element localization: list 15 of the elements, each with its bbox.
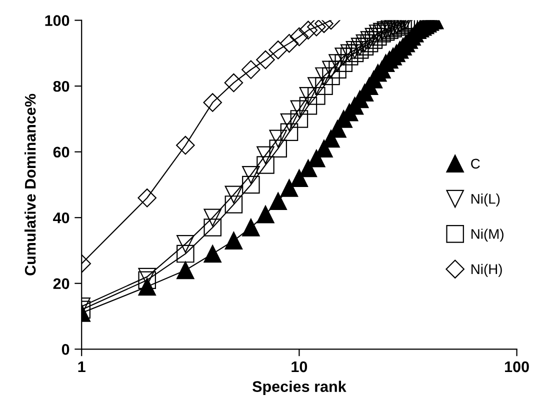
legend-label: Ni(M) [472, 228, 504, 242]
x-tick-label: 1 [78, 362, 86, 372]
legend-label: Ni(H) [472, 264, 502, 277]
y-tick-label: 60 [53, 146, 70, 158]
x-tick-label: 10 [292, 361, 308, 372]
legend-label: C [471, 158, 480, 169]
x-axis-title: Species rank [252, 380, 346, 396]
y-tick-label: 100 [45, 15, 70, 26]
y-tick-label: 80 [53, 80, 70, 92]
y-tick-label: 0 [62, 344, 70, 355]
x-tick-label: 100 [505, 361, 529, 372]
y-tick-label: 40 [53, 212, 70, 224]
y-tick-label: 20 [53, 278, 70, 290]
legend-label: Ni(L) [472, 194, 500, 206]
y-axis-title: Cumulative Dominance% [24, 94, 36, 276]
